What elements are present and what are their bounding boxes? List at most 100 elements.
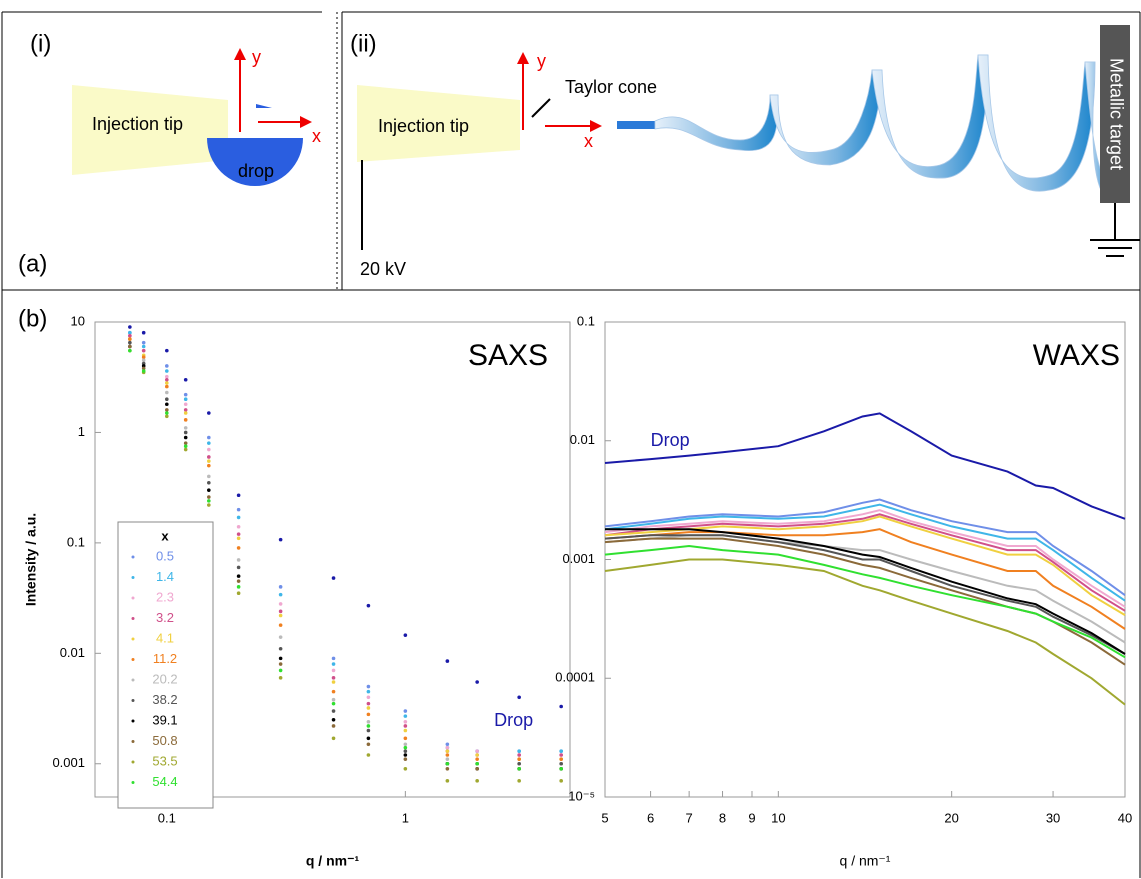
legend-label: 54.4 [152,774,177,789]
panel-label: (b) [18,305,47,332]
point [165,408,169,412]
point [207,480,211,485]
legend-marker [131,678,135,682]
point [183,392,188,397]
tip-label: Injection tip [378,116,469,136]
point [366,689,371,694]
point [331,701,336,706]
point [207,499,211,503]
panel-ii: (ii) Injection tip 20 kV y Taylor cone x… [350,25,1140,279]
point [366,701,371,706]
drop-shape [207,138,303,186]
target [1100,25,1130,203]
point [141,358,146,363]
point [278,537,283,542]
point [141,330,146,335]
point [183,411,188,415]
point [475,757,479,761]
axis-x: x [312,126,321,146]
series-line [604,544,1126,659]
ground [1090,203,1140,257]
point [403,753,408,757]
panel-label: (a) [18,250,47,277]
point [128,344,132,349]
point [331,576,336,580]
point [559,704,563,709]
legend-label: 53.5 [152,753,177,768]
y-tick-label: 0.1 [67,534,85,549]
plot-frame [94,321,571,798]
point [207,411,211,415]
point [278,623,283,627]
point [236,585,241,589]
point [403,728,408,733]
y-tick-label: 1 [78,424,85,439]
point [165,369,169,373]
point [236,507,241,512]
point [236,493,241,498]
point [403,757,408,761]
x-tick-label: 7 [686,810,693,825]
point [165,402,169,407]
series-line [604,528,1126,630]
point [236,558,241,562]
point [403,749,408,753]
point [207,495,211,499]
point [141,344,146,349]
point [445,767,450,771]
point [278,662,283,666]
point [236,515,241,520]
point [403,724,408,728]
point [517,761,521,766]
legend-label: 3.2 [156,610,174,625]
point [475,779,479,783]
point [559,749,563,753]
axis-x: x [584,131,593,151]
legend-label: 4.1 [156,630,174,645]
point [165,348,169,353]
point [207,463,211,468]
voltage-label: 20 kV [360,259,406,279]
point [366,719,371,724]
panel-label: (i) [30,30,51,57]
point [165,414,169,419]
point [207,488,211,492]
point [517,749,521,753]
point [403,736,408,741]
point [278,609,283,614]
series-line [604,558,1126,706]
point [183,435,188,440]
point [517,767,521,771]
point [517,695,521,700]
point [366,753,371,757]
whipping-jet [654,54,1111,197]
point [141,364,146,368]
x-tick-label: 1 [402,810,409,825]
series-line [604,534,1126,644]
point [207,441,211,445]
point [236,591,241,596]
x-tick-label: 6 [647,810,654,825]
y-tick-label: 10⁻⁵ [568,788,595,803]
point [183,408,188,412]
point [366,736,371,741]
point [278,585,283,589]
point [128,333,132,338]
x-tick-label: 10 [771,810,785,825]
legend-box [117,521,214,809]
point [517,757,521,761]
point [366,742,371,747]
y-tick-label: 0.0001 [555,670,595,685]
point [128,348,132,353]
point [165,390,169,395]
y-tick-label: 10 [71,313,85,328]
point [183,426,188,430]
point [278,635,283,639]
point [331,676,336,680]
point [366,724,371,728]
point [141,340,146,345]
legend-marker [131,781,135,784]
point [403,742,408,747]
legend-label: 2.3 [156,589,174,604]
legend-title: x [161,528,169,543]
